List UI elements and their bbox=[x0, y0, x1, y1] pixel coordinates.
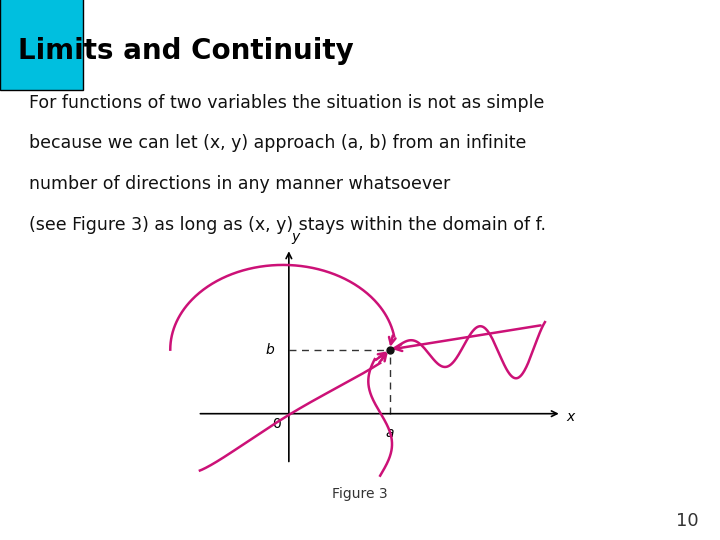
Text: 10: 10 bbox=[676, 512, 698, 530]
Text: x: x bbox=[567, 410, 575, 424]
Text: b: b bbox=[266, 343, 274, 356]
Text: because we can let (x, y) approach (a, b) from an infinite: because we can let (x, y) approach (a, b… bbox=[29, 134, 526, 152]
FancyBboxPatch shape bbox=[0, 0, 83, 90]
Text: For functions of two variables the situation is not as simple: For functions of two variables the situa… bbox=[29, 93, 544, 112]
Text: y: y bbox=[292, 230, 300, 244]
Text: (see Figure 3) as long as (x, y) stays within the domain of f.: (see Figure 3) as long as (x, y) stays w… bbox=[29, 215, 546, 234]
Text: 0: 0 bbox=[273, 417, 282, 431]
Text: number of directions in any manner whatsoever: number of directions in any manner whats… bbox=[29, 175, 450, 193]
Text: Limits and Continuity: Limits and Continuity bbox=[18, 37, 354, 65]
Text: Figure 3: Figure 3 bbox=[332, 487, 388, 501]
Text: a: a bbox=[385, 426, 394, 440]
